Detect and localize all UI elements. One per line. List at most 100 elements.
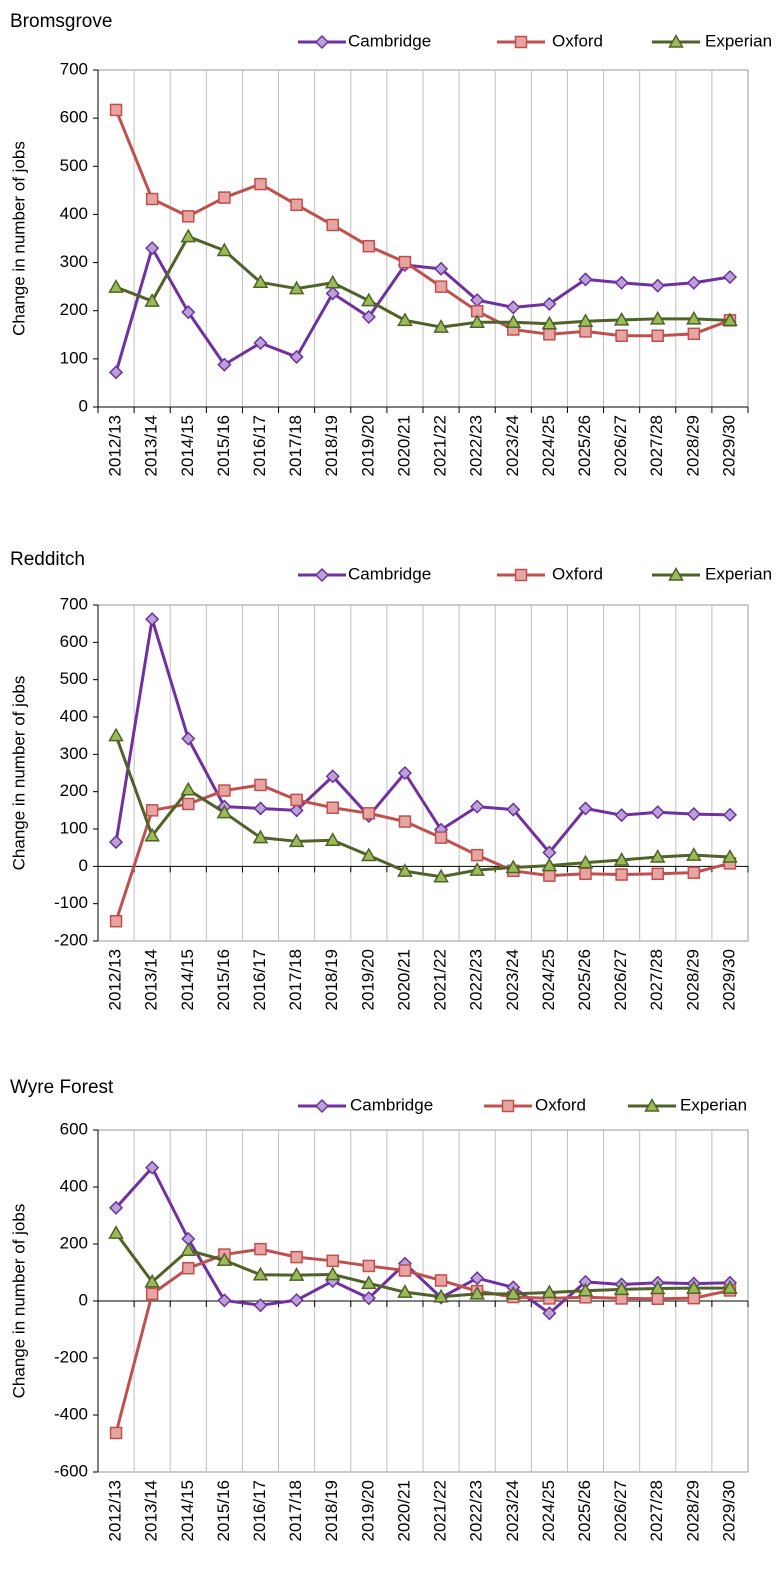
x-tick-label: 2026/27 [611, 1480, 630, 1541]
marker-diamond [686, 807, 701, 822]
marker-triangle [433, 1288, 449, 1303]
marker-triangle [144, 1273, 160, 1288]
x-tick-label: 2025/26 [575, 1480, 594, 1541]
marker-square [109, 103, 123, 117]
marker-triangle [541, 1284, 558, 1299]
marker-triangle [324, 1266, 341, 1281]
chart-title: Wyre Forest [10, 1077, 114, 1098]
marker-triangle [361, 292, 377, 307]
x-tick-label: 2015/16 [214, 1480, 233, 1541]
marker-diamond [181, 305, 196, 320]
marker-triangle [288, 280, 305, 295]
marker-triangle [644, 1097, 660, 1112]
marker-triangle [505, 1285, 522, 1300]
marker-square [615, 868, 628, 881]
x-tick-label: 2013/14 [142, 1480, 161, 1541]
marker-triangle [180, 228, 197, 243]
x-tick-label: 2017/18 [286, 1480, 305, 1541]
marker-triangle [433, 319, 449, 333]
x-tick-label: 2023/24 [503, 1480, 522, 1541]
x-tick-label: 2019/20 [358, 415, 377, 476]
chart-title: Redditch [10, 549, 85, 570]
marker-diamond [181, 731, 196, 746]
x-tick-label: 2018/19 [322, 949, 341, 1010]
x-tick-label: 2026/27 [611, 949, 630, 1010]
y-tick-label: 600 [60, 1119, 88, 1138]
marker-diamond [722, 269, 738, 285]
marker-diamond [108, 1200, 124, 1215]
marker-triangle [324, 832, 341, 846]
marker-square [398, 1264, 412, 1277]
marker-triangle [397, 863, 413, 877]
marker-triangle [288, 833, 305, 848]
marker-square [434, 1274, 448, 1287]
x-tick-label: 2017/18 [286, 415, 305, 476]
marker-triangle [541, 857, 558, 872]
x-tick-label: 2015/16 [214, 949, 233, 1010]
y-tick-label: 300 [60, 744, 88, 763]
marker-square [651, 1292, 664, 1305]
x-tick-label: 2028/29 [683, 415, 702, 476]
marker-square [398, 255, 412, 269]
marker-triangle [668, 33, 684, 48]
x-tick-label: 2016/17 [250, 949, 269, 1010]
marker-diamond [578, 272, 593, 287]
marker-square [218, 191, 231, 204]
x-tick-label: 2027/28 [647, 415, 666, 476]
x-tick-label: 2021/22 [431, 415, 450, 476]
x-tick-label: 2012/13 [106, 1480, 125, 1541]
marker-diamond [361, 309, 376, 325]
marker-triangle [613, 311, 630, 326]
marker-diamond [145, 241, 160, 256]
y-tick-label: 400 [60, 1176, 88, 1195]
marker-diamond [314, 567, 330, 583]
marker-square [182, 1261, 195, 1275]
marker-triangle [216, 242, 233, 257]
marker-diamond [361, 1291, 376, 1306]
marker-square [290, 793, 303, 807]
marker-square [687, 866, 701, 879]
marker-triangle [216, 1252, 233, 1266]
marker-diamond [145, 612, 160, 627]
y-tick-label: -600 [54, 1461, 88, 1480]
marker-triangle [144, 293, 160, 307]
x-tick-label: 2017/18 [286, 949, 305, 1010]
marker-square [326, 1254, 339, 1268]
y-tick-label: 0 [79, 1290, 88, 1309]
series-line [115, 235, 731, 329]
marker-triangle [613, 1281, 630, 1296]
marker-triangle [180, 1242, 197, 1257]
y-tick-label: 500 [60, 669, 88, 688]
chart: Redditch Change in number of jobs -200 -100… [9, 549, 772, 1010]
marker-triangle [108, 727, 124, 742]
marker-triangle [288, 1267, 305, 1281]
marker-triangle [433, 868, 449, 883]
marker-square [326, 801, 339, 814]
marker-diamond [433, 261, 449, 276]
y-tick-label: 0 [79, 396, 88, 415]
x-tick-label: 2020/21 [394, 949, 413, 1010]
marker-diamond [470, 1271, 485, 1286]
marker-triangle [686, 847, 702, 861]
x-tick-label: 2027/28 [647, 949, 666, 1010]
y-tick-label: 100 [60, 348, 88, 367]
x-tick-label: 2018/19 [322, 1480, 341, 1541]
y-tick-label: -400 [54, 1404, 88, 1423]
marker-triangle [469, 314, 485, 329]
legend-label: Experian [705, 564, 772, 583]
x-tick-label: 2016/17 [250, 1480, 269, 1541]
marker-square [651, 329, 664, 342]
x-tick-label: 2013/14 [142, 415, 161, 476]
marker-square [687, 1291, 701, 1305]
marker-square [145, 1287, 159, 1301]
y-tick-label: -200 [54, 1347, 88, 1366]
marker-triangle [722, 312, 738, 327]
marker-diamond [722, 807, 738, 822]
marker-triangle [361, 847, 377, 862]
x-tick-label: 2022/23 [467, 415, 486, 476]
marker-square [501, 1099, 515, 1113]
y-axis-label: Change in number of jobs [9, 676, 28, 871]
marker-diamond [614, 808, 629, 823]
x-tick-label: 2014/15 [178, 415, 197, 476]
legend-label: Oxford [552, 564, 603, 583]
